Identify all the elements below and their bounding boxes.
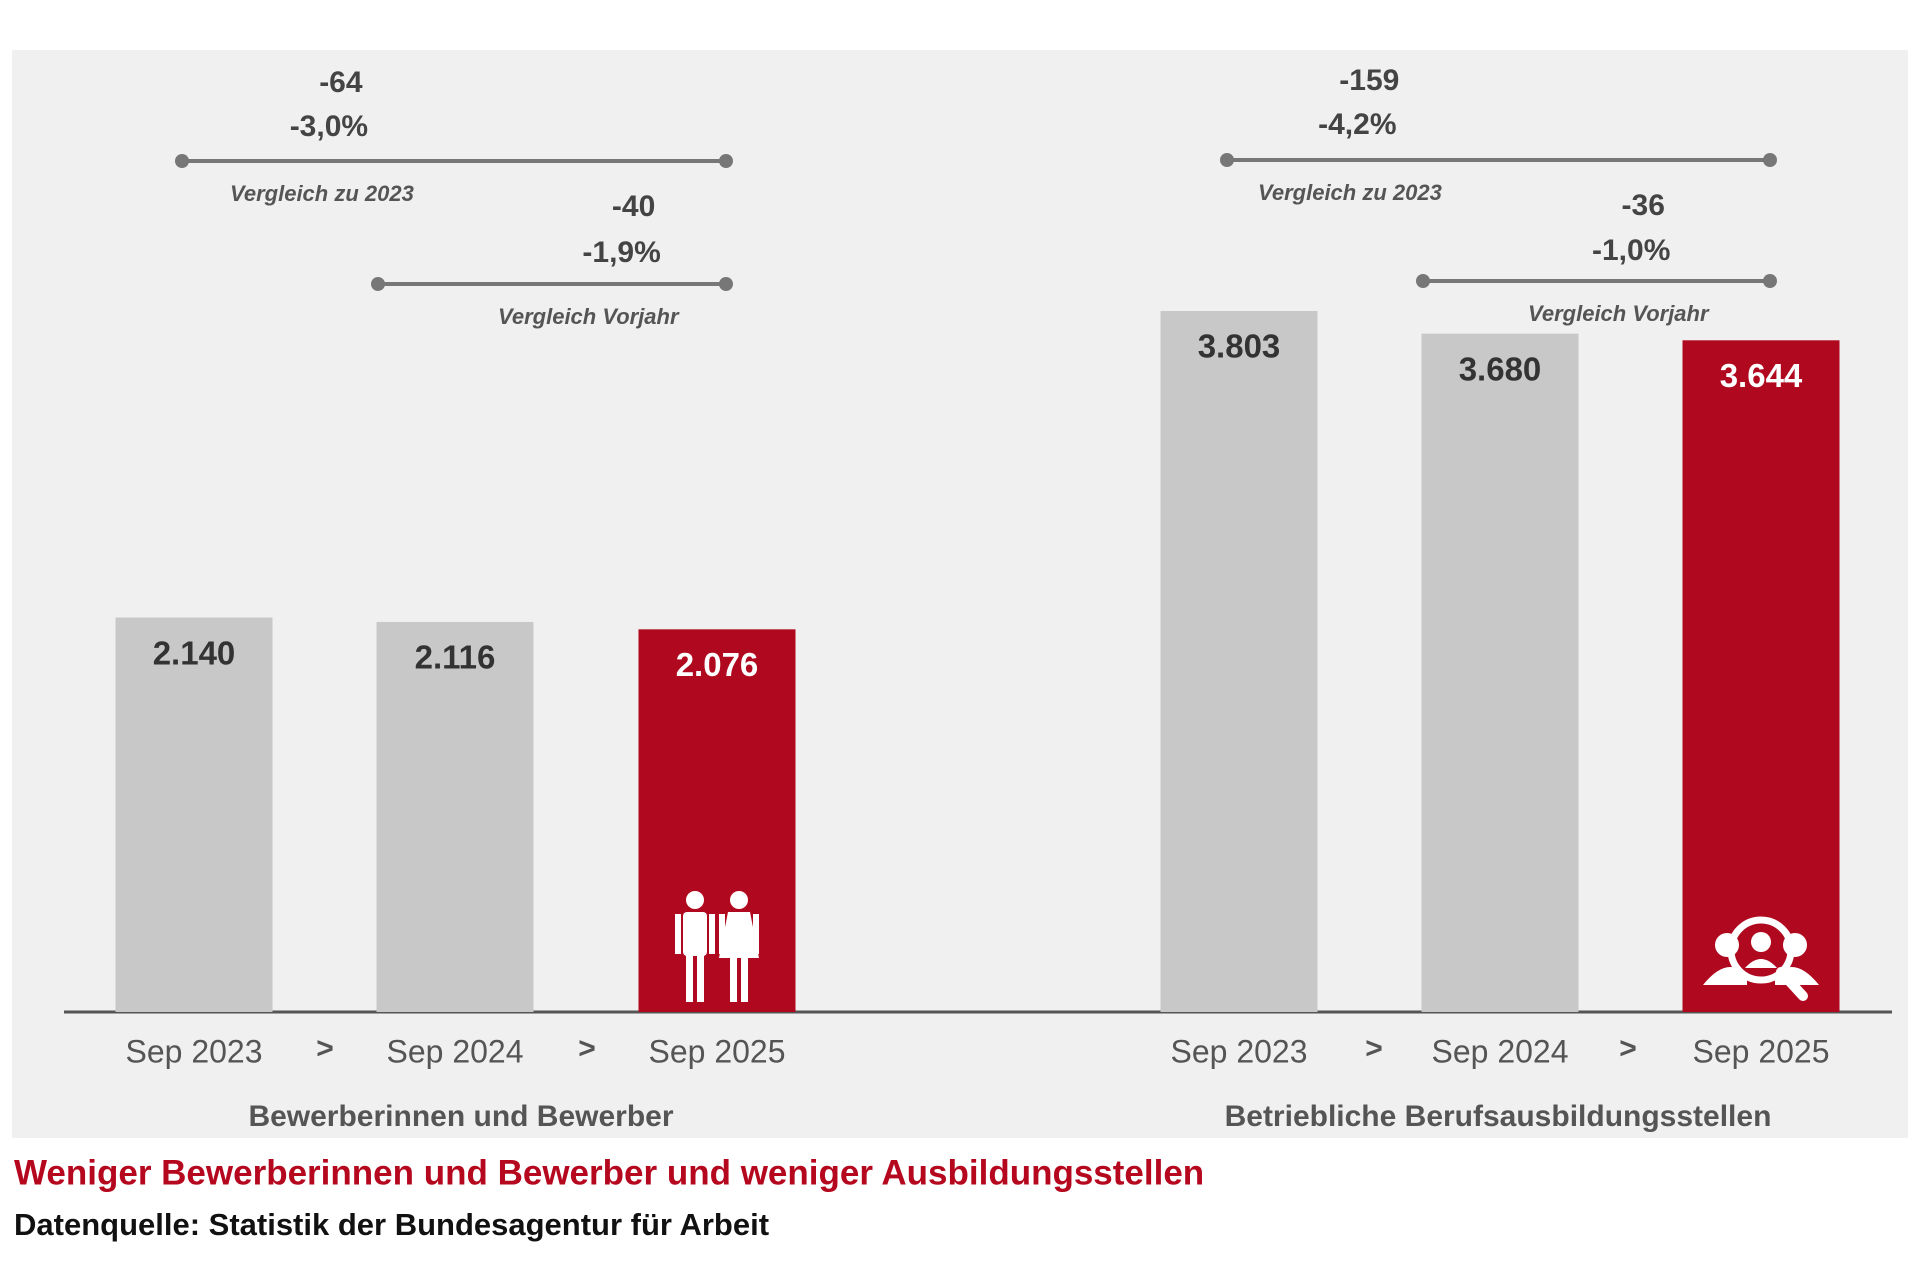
comparison-dot [371,277,385,291]
group-label: Bewerberinnen und Bewerber [248,1100,673,1133]
bar [1421,333,1579,1012]
icon-part [753,914,759,954]
icon-part [686,891,704,909]
bar-icon [675,891,759,1002]
icon-part [697,950,704,1002]
value-label: 2.076 [676,646,759,683]
category-separator: > [1365,1032,1383,1065]
icon-part [675,914,681,954]
comparison-dot [1763,153,1777,167]
value-label: 3.680 [1459,350,1542,387]
value-label: 3.803 [1198,328,1281,365]
bar [115,617,273,1012]
icon-part [683,912,707,956]
comparison-dot [1416,274,1430,288]
value-label: 3.644 [1720,357,1803,394]
icon-part [719,914,725,954]
category-separator: > [578,1032,596,1065]
icon-part [1727,916,1795,984]
bar [1160,311,1318,1012]
comparison-value: -40 [612,190,655,223]
x-tick-label: Sep 2023 [125,1033,262,1069]
comparison-label: Vergleich Vorjahr [1528,301,1710,326]
comparison-value: -3,0% [290,110,368,143]
x-tick-label: Sep 2023 [1170,1033,1307,1069]
comparison-value: -159 [1339,64,1399,97]
comparison-label: Vergleich Vorjahr [498,304,680,329]
comparison-value: -36 [1622,189,1665,222]
comparison-dot [175,154,189,168]
comparison-dot [1763,274,1777,288]
bar [376,621,534,1012]
comparison-value: -1,9% [582,236,660,269]
icon-part [709,914,715,954]
comparison-label: Vergleich zu 2023 [230,181,414,206]
icon-part [741,950,748,1002]
x-tick-label: Sep 2024 [1431,1033,1568,1069]
x-tick-label: Sep 2024 [386,1033,523,1069]
icon-part [686,950,693,1002]
bar-icon [1703,916,1819,1001]
comparison-value: -64 [319,66,363,99]
footer-title: Weniger Bewerberinnen und Bewerber und w… [14,1153,1204,1192]
bar [1682,340,1840,1012]
icon-part [1751,932,1771,952]
x-tick-label: Sep 2025 [1692,1033,1829,1069]
x-tick-label: Sep 2025 [648,1033,785,1069]
chart-panel [12,50,1908,1138]
comparison-label: Vergleich zu 2023 [1258,180,1442,205]
icon-part [730,950,737,1002]
comparison-dot [719,154,733,168]
comparison-value: -1,0% [1592,234,1670,267]
icon-part [719,912,759,958]
icon-part [730,891,748,909]
icon-part [1776,967,1808,1001]
category-separator: > [316,1032,334,1065]
comparison-dot [719,277,733,291]
footer-source: Datenquelle: Statistik der Bundesagentur… [14,1207,769,1242]
icon-part [1745,959,1777,968]
value-label: 2.116 [415,639,496,676]
comparison-dot [1220,153,1234,167]
comparison-value: -4,2% [1318,108,1396,141]
category-separator: > [1619,1032,1637,1065]
group-label: Betriebliche Berufsausbildungsstellen [1225,1100,1772,1133]
bar [638,629,796,1012]
value-label: 2.140 [153,634,236,671]
